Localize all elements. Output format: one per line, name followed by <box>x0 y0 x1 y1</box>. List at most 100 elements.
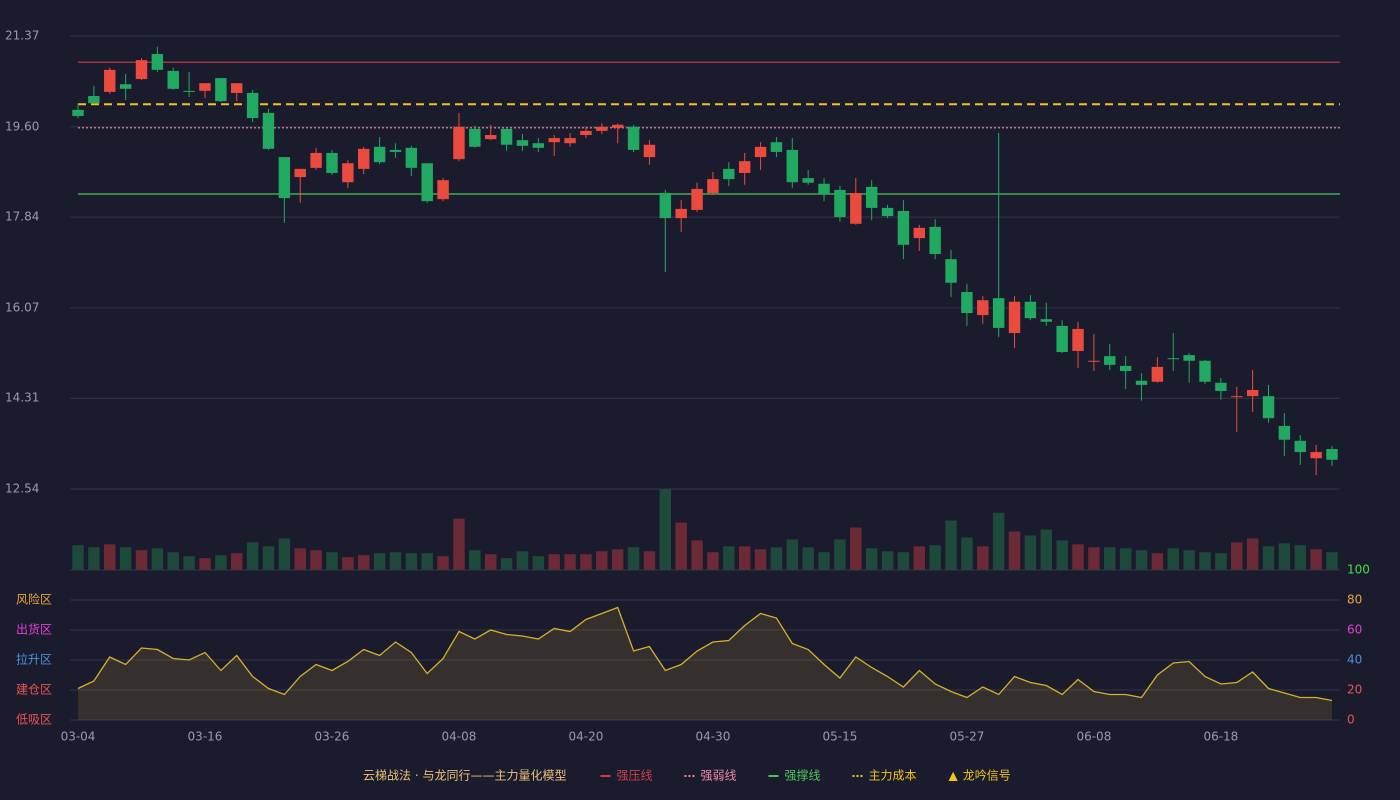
legend-label: 主力成本 <box>869 769 917 783</box>
legend-symbol: ▲ <box>949 769 959 783</box>
volume-bar <box>913 546 926 570</box>
volume-bar <box>389 552 402 570</box>
volume-bar <box>1056 540 1068 570</box>
candle-body <box>421 163 433 202</box>
volume-bar <box>1310 549 1322 570</box>
volume-bar <box>929 545 941 570</box>
candle-body <box>1088 360 1100 362</box>
candle-body <box>1310 452 1322 459</box>
y-tick-label: 17.84 <box>5 210 39 224</box>
candle-body <box>135 60 148 80</box>
volume-bar <box>88 547 100 570</box>
volume-bar <box>1072 544 1084 570</box>
candle-body <box>151 53 164 70</box>
candle-body <box>1072 328 1084 351</box>
volume-bar <box>659 489 672 570</box>
legend-label: 强撑线 <box>784 768 820 783</box>
candle-body <box>119 84 132 89</box>
candle-body <box>278 157 291 199</box>
volume-bar <box>802 547 814 570</box>
candle-body <box>88 96 100 104</box>
volume-bar <box>310 550 322 570</box>
candle-body <box>453 126 465 160</box>
candle-body <box>246 92 259 119</box>
candle-body <box>358 148 370 169</box>
candle-body <box>1326 448 1338 460</box>
indicator-area <box>78 607 1332 720</box>
candle-body <box>1119 365 1132 372</box>
volume-bar <box>1151 553 1164 570</box>
candle-body <box>992 298 1005 328</box>
x-tick-label: 04-30 <box>695 730 730 744</box>
zone-label: 拉升区 <box>16 652 52 667</box>
candle-body <box>881 207 894 217</box>
volume-bar <box>469 550 481 570</box>
volume-bar <box>405 553 418 570</box>
candle-body <box>945 259 957 283</box>
volume-bar <box>992 512 1005 570</box>
candle-body <box>723 168 735 180</box>
volume-bar <box>770 547 783 570</box>
candle-body <box>548 138 560 143</box>
candle-body <box>977 300 989 316</box>
legend-label: 强弱线 <box>700 769 736 783</box>
volume-bar <box>373 553 386 570</box>
volume-bar <box>500 558 513 570</box>
x-tick-label: 05-15 <box>822 730 857 744</box>
volume-bar <box>72 545 84 570</box>
candle-body <box>707 179 719 193</box>
volume-bar <box>691 540 703 570</box>
volume-bar <box>294 548 306 570</box>
volume-bar <box>675 522 687 570</box>
y-tick-label: 19.60 <box>5 119 39 133</box>
volume-bar <box>183 556 195 570</box>
volume-bar <box>754 549 767 570</box>
candle-body <box>596 126 608 131</box>
volume-bar <box>723 546 735 570</box>
y-tick-label: 40 <box>1347 653 1362 667</box>
volume-bar <box>1278 543 1291 570</box>
candle-body <box>786 149 799 183</box>
x-tick-label: 06-18 <box>1203 730 1238 744</box>
candle-body <box>850 192 862 224</box>
candle-body <box>897 210 910 245</box>
candle-body <box>961 291 973 314</box>
y-tick-label: 12.54 <box>5 482 39 496</box>
candle-body <box>1294 440 1306 453</box>
volume-bar <box>580 554 592 570</box>
candle-body <box>389 149 402 152</box>
volume-bar <box>484 554 497 570</box>
candle-body <box>183 90 195 92</box>
y-tick-label: 60 <box>1347 623 1362 637</box>
y-tick-label: 0 <box>1347 713 1355 727</box>
volume-bar <box>643 551 656 570</box>
volume-bar <box>1231 542 1243 570</box>
candle-body <box>913 227 926 239</box>
volume-bar <box>1199 552 1211 570</box>
volume-bar <box>167 552 179 570</box>
x-tick-label: 03-16 <box>188 730 223 744</box>
volume-bar <box>437 556 449 570</box>
candle-body <box>72 109 84 117</box>
volume-bar <box>611 549 624 570</box>
legend-label: 龙吟信号 <box>963 768 1011 783</box>
volume-bar <box>532 556 545 570</box>
candle-body <box>1056 325 1068 353</box>
x-tick-label: 06-08 <box>1076 730 1111 744</box>
volume-bar <box>1135 550 1148 570</box>
volume-bar <box>199 558 211 570</box>
volume-bar <box>421 553 433 570</box>
candle-body <box>437 180 449 200</box>
volume-bar <box>1024 535 1037 570</box>
candle-body <box>580 130 592 136</box>
zone-label: 建仓区 <box>16 683 52 697</box>
candle-body <box>1183 355 1195 361</box>
volume-bar <box>881 551 894 570</box>
y-tick-label: 14.31 <box>5 391 39 405</box>
volume-bar <box>135 550 148 570</box>
candle-body <box>1040 319 1052 322</box>
y-tick-label: 80 <box>1347 593 1362 607</box>
y-tick-label: 20 <box>1347 683 1362 697</box>
